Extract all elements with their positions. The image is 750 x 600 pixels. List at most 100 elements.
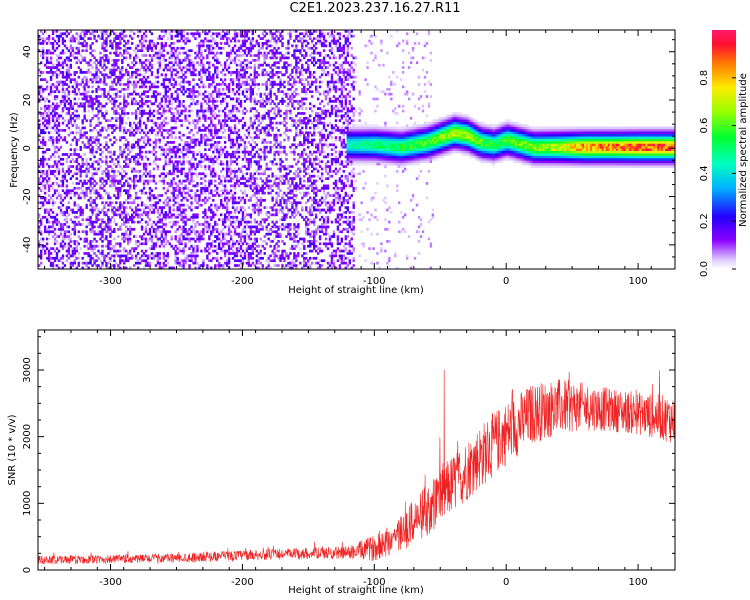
heat-cell: [160, 100, 164, 103]
heat-cell: [144, 71, 148, 74]
heat-cell: [121, 237, 124, 241]
heat-cell: [57, 124, 61, 127]
heat-cell: [73, 80, 76, 84]
heat-cell: [245, 87, 249, 91]
heat-cell: [67, 252, 71, 255]
heat-cell: [95, 58, 98, 62]
heat-cell: [140, 242, 144, 246]
heat-cell: [99, 102, 102, 106]
heat-cell: [59, 63, 63, 67]
heat-cell: [210, 172, 213, 176]
heat-cell: [123, 83, 126, 86]
heat-cell: [255, 201, 258, 205]
heat-cell: [71, 34, 75, 38]
heat-cell: [247, 252, 251, 255]
heat-cell: [243, 165, 247, 168]
heat-cell: [65, 78, 69, 81]
heat-cell: [123, 237, 126, 241]
heat-cell: [216, 133, 219, 137]
heat-cell: [229, 145, 233, 149]
heat-cell: [261, 256, 264, 260]
heat-cell: [140, 201, 144, 205]
heat-cell: [154, 85, 158, 89]
heat-cell: [204, 116, 207, 120]
heat-cell: [227, 213, 231, 217]
heat-cell: [89, 97, 92, 101]
heat-cell: [170, 54, 173, 57]
heat-cell: [115, 157, 118, 161]
heat-cell: [182, 186, 185, 190]
heat-cell: [206, 109, 209, 113]
heat-cell: [247, 141, 251, 144]
heat-cell: [188, 148, 191, 151]
heat-cell: [115, 63, 118, 67]
heat-cell: [156, 165, 160, 168]
heat-cell: [233, 211, 237, 214]
heat-cell: [101, 196, 104, 200]
heat-cell: [218, 206, 221, 209]
heat-cell: [61, 177, 65, 180]
heat-cell: [113, 116, 116, 120]
heat-cell: [59, 71, 63, 74]
heat-cell: [269, 141, 272, 144]
heat-cell: [196, 131, 199, 135]
heat-cell: [200, 104, 203, 108]
heat-cell: [47, 66, 51, 69]
heat-cell: [134, 261, 138, 265]
heat-cell: [140, 92, 144, 96]
heat-cell: [218, 150, 221, 154]
heat-cell: [251, 121, 255, 125]
heat-cell: [241, 264, 245, 267]
heat-cell: [107, 196, 110, 200]
heat-cell: [196, 182, 199, 185]
heat-cell: [253, 211, 257, 214]
heat-cell: [194, 95, 197, 98]
heat-cell: [150, 211, 154, 214]
heat-cell: [51, 83, 55, 86]
heat-cell: [237, 49, 241, 53]
heat-cell: [176, 95, 179, 98]
heat-cell: [200, 49, 203, 53]
heat-cell: [81, 230, 84, 234]
heat-cell: [132, 186, 136, 190]
heat-cell: [192, 227, 195, 231]
heat-cell: [164, 264, 167, 267]
heat-cell: [83, 237, 86, 241]
heat-cell: [168, 56, 171, 60]
heat-cell: [113, 237, 116, 241]
heat-cell: [113, 104, 116, 108]
heat-cell: [93, 102, 96, 106]
heat-cell: [89, 128, 92, 132]
heat-cell: [127, 42, 130, 45]
heat-cell: [212, 160, 215, 164]
heat-cell: [89, 58, 92, 62]
heat-cell: [105, 261, 108, 265]
heat-cell: [156, 131, 160, 135]
heat-cell: [77, 182, 80, 185]
heat-cell: [132, 220, 136, 224]
heat-cell: [132, 177, 136, 180]
heat-cell: [247, 244, 251, 248]
heat-cell: [251, 58, 255, 62]
heat-cell: [111, 107, 114, 110]
heat-cell: [115, 242, 118, 246]
heat-cell: [73, 261, 76, 265]
heat-cell: [75, 223, 78, 226]
heat-cell: [265, 259, 268, 263]
heat-cell: [132, 249, 136, 253]
heat-cell: [267, 44, 270, 48]
heat-cell: [170, 71, 173, 74]
heat-cell: [216, 100, 219, 103]
heat-cell: [166, 63, 169, 67]
heat-cell: [198, 42, 201, 45]
heat-cell: [109, 71, 112, 74]
heat-cell: [214, 240, 217, 243]
heat-cell: [121, 54, 124, 57]
heat-cell: [130, 30, 134, 33]
heat-cell: [166, 121, 169, 125]
heat-cell: [103, 116, 106, 120]
heat-cell: [184, 259, 187, 263]
heat-cell: [178, 191, 181, 195]
heat-cell: [269, 49, 272, 53]
heat-cell: [91, 182, 94, 185]
